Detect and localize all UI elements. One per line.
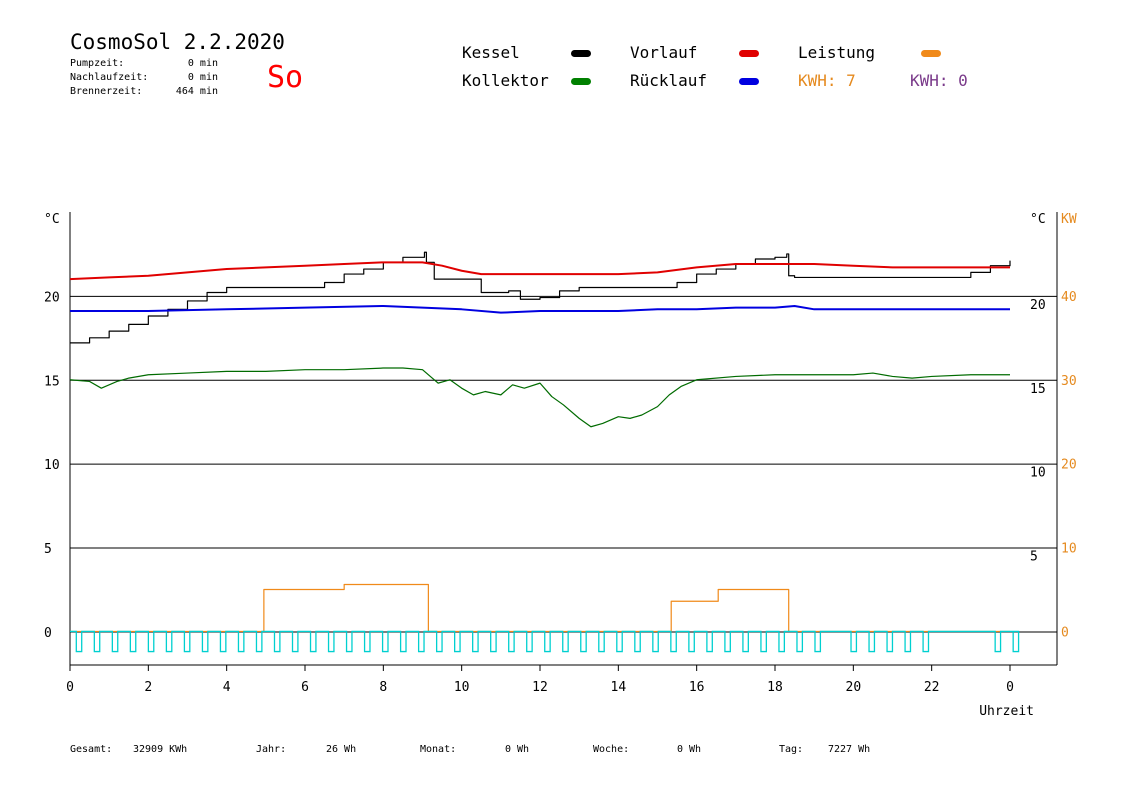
tag-value: 7227 Wh [828, 744, 871, 755]
kw-tick-label-10: 10 [1061, 542, 1077, 557]
legend-ruecklauf-label: Rücklauf [630, 71, 708, 90]
legend-leistung-swatch [921, 50, 941, 57]
kw-tick-label-20: 20 [1061, 458, 1077, 473]
x-axis-label: Uhrzeit [979, 704, 1034, 719]
legend-kollektor-label: Kollektor [462, 71, 549, 90]
x-tick-label-7: 14 [611, 680, 627, 695]
x-tick-label-9: 18 [767, 680, 783, 695]
kw-tick-label-30: 30 [1061, 374, 1077, 389]
y-tick-label-15: 15 [44, 374, 60, 389]
x-tick-label-6: 12 [532, 680, 548, 695]
x-tick-label-12: 0 [1006, 680, 1014, 695]
nachlaufzeit-value: 0 min [187, 72, 218, 83]
jahr-value: 26 Wh [326, 744, 357, 755]
y-axis-unit-left: °C [44, 212, 60, 227]
legend-ruecklauf-swatch [739, 78, 759, 85]
monat-value: 0 Wh [505, 744, 530, 755]
y-tick-label-0: 0 [44, 626, 52, 641]
kw-tick-label-0: 0 [1061, 625, 1069, 640]
legend-kessel-swatch [571, 50, 591, 57]
x-tick-label-2: 4 [223, 680, 231, 695]
legend-vorlauf-swatch [739, 50, 759, 57]
kwh-primary: KWH: 7 [798, 71, 856, 90]
legend-vorlauf-label: Vorlauf [630, 43, 698, 62]
kwh-secondary: KWH: 0 [910, 71, 968, 90]
y-tick-label-20: 20 [44, 290, 60, 305]
series-kollektor-line [69, 367, 1010, 428]
y-tick-label-10: 10 [44, 458, 60, 473]
series-leistung-line [70, 583, 1010, 633]
woche-label: Woche: [593, 744, 630, 755]
series-pump-line [70, 630, 1020, 653]
series-vorlauf-line [69, 261, 1010, 281]
kw-tick-label-40: 40 [1061, 290, 1077, 305]
y-tick-label-5: 5 [44, 542, 52, 557]
y-right-tick-label-10: 10 [1030, 466, 1046, 481]
pumpzeit-label: Pumpzeit: [70, 58, 125, 69]
x-tick-label-1: 2 [144, 680, 152, 695]
x-tick-label-11: 22 [924, 680, 940, 695]
legend-leistung-label: Leistung [798, 43, 876, 62]
x-tick-label-8: 16 [689, 680, 705, 695]
x-tick-label-4: 8 [379, 680, 387, 695]
pumpzeit-value: 0 min [187, 58, 218, 69]
y-axis-unit-right: °C [1030, 212, 1046, 227]
legend-kollektor-swatch [571, 78, 591, 85]
app-title: CosmoSol 2.2.2020 [70, 30, 285, 54]
x-tick-label-5: 10 [454, 680, 470, 695]
monat-label: Monat: [420, 744, 457, 755]
jahr-label: Jahr: [256, 744, 287, 755]
y-right-tick-label-5: 5 [1030, 550, 1038, 565]
y-right-tick-label-15: 15 [1030, 382, 1046, 397]
x-tick-label-10: 20 [846, 680, 862, 695]
woche-value: 0 Wh [677, 744, 702, 755]
nachlaufzeit-label: Nachlaufzeit: [70, 72, 149, 83]
gesamt-value: 32909 KWh [133, 744, 188, 755]
brennerzeit-value: 464 min [175, 86, 218, 97]
y-right-tick-label-20: 20 [1030, 298, 1046, 313]
gesamt-label: Gesamt: [70, 744, 113, 755]
brennerzeit-label: Brennerzeit: [70, 86, 143, 97]
x-tick-label-0: 0 [66, 680, 74, 695]
x-tick-label-3: 6 [301, 680, 309, 695]
legend-kessel-label: Kessel [462, 43, 520, 62]
series-ruecklauf-line [70, 304, 1010, 314]
tag-label: Tag: [779, 744, 804, 755]
weekday-label: So [267, 60, 304, 95]
kw-axis-unit: KW [1061, 212, 1077, 227]
